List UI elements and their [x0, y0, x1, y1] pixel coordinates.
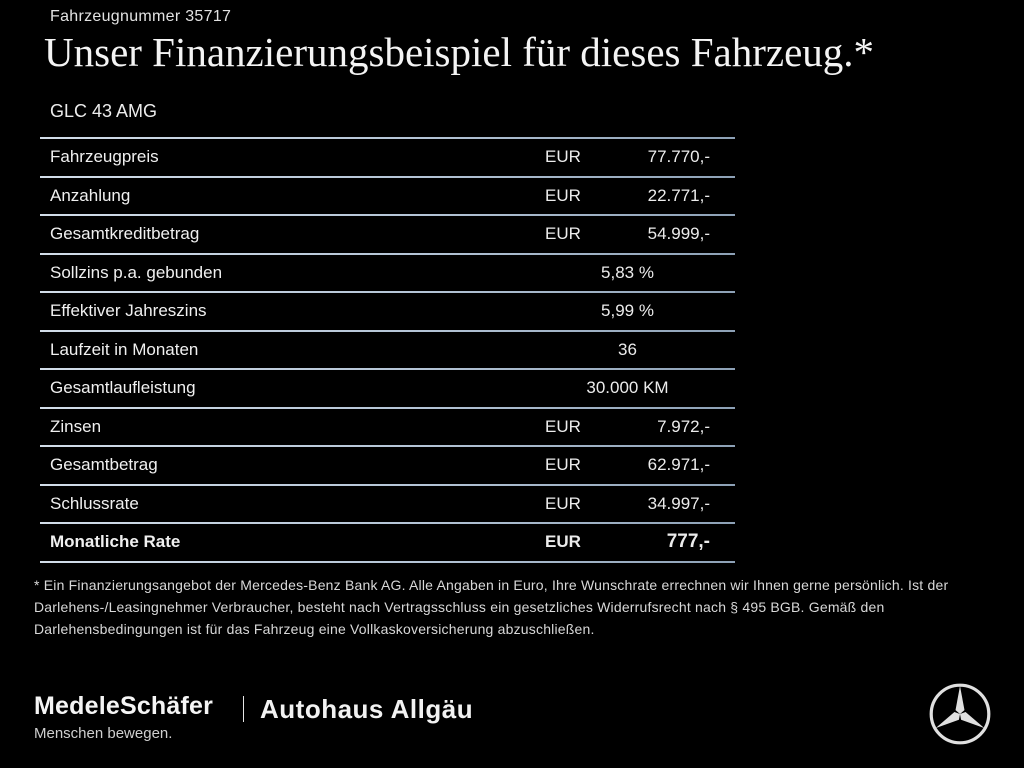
page-title: Unser Finanzierungsbeispiel für dieses F… [44, 29, 875, 75]
row-currency: EUR [545, 532, 581, 552]
table-row: Gesamtkreditbetrag EUR 54.999,- [40, 216, 735, 253]
row-value: 77.770,- [647, 147, 710, 167]
row-separator [40, 406, 735, 409]
row-label: Effektiver Jahreszins [50, 301, 207, 321]
row-separator [40, 368, 735, 370]
row-value: 5,99 % [601, 301, 654, 321]
dealer-secondary-name: Autohaus Allgäu [260, 694, 474, 724]
row-value: 36 [618, 339, 637, 359]
row-label: Anzahlung [50, 185, 131, 205]
row-value: 7.972,- [657, 416, 710, 436]
table-row: Zinsen EUR 7.972,- [40, 409, 735, 446]
row-value: 34.997,- [647, 493, 710, 513]
table-row: Schlussrate EUR 34.997,- [40, 486, 735, 523]
row-label: Monatliche Rate [50, 532, 181, 552]
footer-divider [243, 696, 244, 722]
row-separator [40, 522, 735, 524]
row-value: 22.771,- [647, 185, 710, 205]
table-top-separator [40, 137, 735, 139]
row-value: 54.999,- [647, 224, 710, 244]
mercedes-star-icon [928, 682, 992, 746]
row-label: Gesamtlaufleistung [50, 378, 196, 398]
row-separator [40, 560, 735, 563]
row-value: 5,83 % [601, 262, 654, 282]
dealer-name: MedeleSchäfer [34, 692, 214, 720]
dealer-tagline: Menschen bewegen. [34, 725, 173, 742]
row-separator [40, 329, 735, 332]
row-currency: EUR [545, 493, 581, 513]
row-separator [40, 252, 735, 255]
dealer-logo-block: MedeleSchäfer Menschen bewegen. [34, 692, 213, 742]
row-value: 777,- [666, 531, 710, 553]
table-row: Laufzeit in Monaten 36 [40, 332, 735, 369]
row-label: Laufzeit in Monaten [50, 339, 199, 359]
table-row: Gesamtbetrag EUR 62.971,- [40, 447, 735, 484]
row-label: Schlussrate [50, 493, 139, 513]
row-label: Sollzins p.a. gebunden [50, 262, 223, 282]
financing-table: Fahrzeugpreis EUR 77.770,- Anzahlung EUR… [40, 137, 735, 563]
row-currency: EUR [545, 416, 581, 436]
row-separator [40, 214, 735, 216]
row-label: Gesamtkreditbetrag [50, 224, 200, 244]
table-row: Gesamtlaufleistung 30.000 KM [40, 370, 735, 407]
legal-footnote: * Ein Finanzierungsangebot der Mercedes-… [34, 577, 949, 637]
row-value: 62.971,- [647, 455, 710, 475]
footer: MedeleSchäfer Menschen bewegen. Autohaus… [0, 683, 1024, 758]
table-row: Effektiver Jahreszins 5,99 % [40, 293, 735, 330]
table-row: Fahrzeugpreis EUR 77.770,- [40, 139, 735, 176]
row-value: 30.000 KM [586, 378, 669, 398]
row-separator [40, 445, 735, 447]
row-label: Gesamtbetrag [50, 455, 158, 475]
row-currency: EUR [545, 185, 581, 205]
row-separator [40, 483, 735, 486]
row-label: Fahrzeugpreis [50, 147, 159, 167]
row-currency: EUR [545, 224, 581, 244]
row-currency: EUR [545, 455, 581, 475]
vehicle-number: Fahrzeugnummer 35717 [50, 8, 232, 25]
table-row: Anzahlung EUR 22.771,- [40, 178, 735, 215]
row-separator [40, 291, 735, 293]
table-row: Sollzins p.a. gebunden 5,83 % [40, 255, 735, 292]
row-label: Zinsen [50, 416, 102, 436]
row-separator [40, 175, 735, 178]
row-currency: EUR [545, 147, 581, 167]
table-row-monthly-rate: Monatliche Rate EUR 777,- [40, 524, 735, 561]
vehicle-model: GLC 43 AMG [50, 101, 158, 121]
